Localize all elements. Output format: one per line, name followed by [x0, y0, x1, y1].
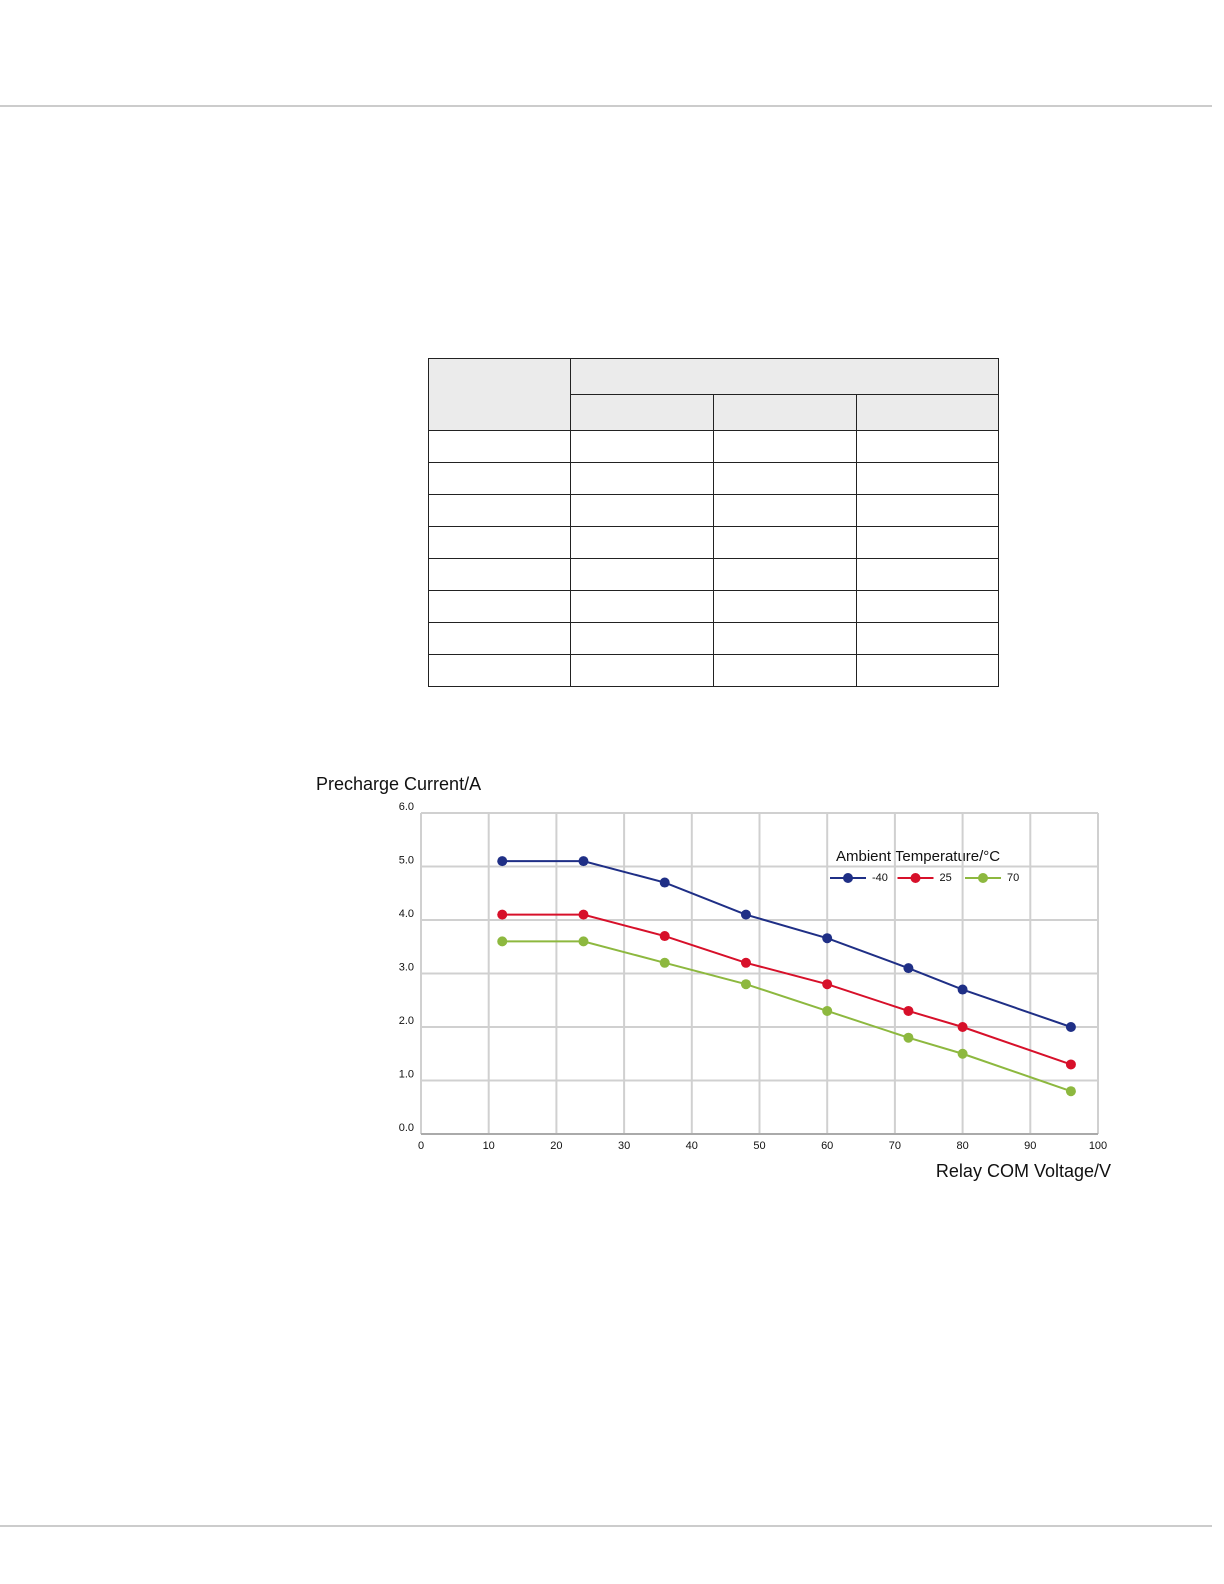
data-point [497, 936, 508, 947]
chart: Precharge Current/A Relay COM Voltage/V … [316, 774, 1111, 1181]
data-point [578, 909, 589, 920]
legend-label: 25 [940, 872, 952, 884]
data-point [903, 963, 914, 974]
legend-title: Ambient Temperature/°C [836, 848, 1000, 865]
data-point [957, 1048, 968, 1059]
x-tick-label: 80 [956, 1140, 968, 1152]
y-tick-label: 3.0 [399, 961, 414, 973]
data-point [659, 957, 670, 968]
data-point [822, 1005, 833, 1016]
data-point [1065, 1059, 1076, 1070]
legend-label: 70 [1007, 872, 1019, 884]
series-line [502, 913, 1072, 1066]
data-point [659, 877, 670, 888]
legend-marker [978, 873, 988, 883]
x-tick-label: 90 [1024, 1140, 1036, 1152]
x-tick-label: 60 [821, 1140, 833, 1152]
data-point [903, 1032, 914, 1043]
data-point [578, 856, 589, 867]
y-tick-label: 1.0 [399, 1068, 414, 1080]
y-tick-label: 5.0 [399, 854, 414, 866]
data-point [740, 979, 751, 990]
x-tick-label: 30 [618, 1140, 630, 1152]
y-tick-label: 0.0 [399, 1122, 414, 1134]
data-point [1065, 1022, 1076, 1032]
series-line [502, 860, 1072, 1028]
data-point [497, 909, 508, 920]
x-tick-label: 70 [889, 1140, 901, 1152]
data-point [740, 909, 751, 920]
x-tick-label: 100 [1089, 1140, 1107, 1152]
legend-marker [910, 873, 921, 883]
x-tick-label: 50 [753, 1140, 765, 1152]
data-point [903, 1005, 914, 1016]
data-point [740, 957, 751, 968]
data-point [659, 931, 670, 942]
x-axis-label: Relay COM Voltage/V [936, 1161, 1111, 1181]
data-point [1065, 1086, 1076, 1097]
y-tick-label: 6.0 [399, 801, 414, 813]
legend-label: -40 [872, 872, 888, 884]
table-border [428, 358, 999, 687]
data-point [822, 979, 833, 990]
data-point [822, 933, 833, 944]
x-tick-label: 10 [483, 1140, 495, 1152]
x-tick-label: 40 [686, 1140, 698, 1152]
data-point [578, 936, 589, 947]
data-point [957, 1022, 968, 1032]
x-tick-label: 0 [418, 1140, 424, 1152]
y-axis-label: Precharge Current/A [316, 774, 481, 794]
x-tick-label: 20 [550, 1140, 562, 1152]
y-tick-label: 2.0 [399, 1015, 414, 1027]
legend-marker [843, 873, 853, 883]
series-line [502, 940, 1072, 1093]
y-tick-label: 4.0 [399, 908, 414, 920]
table [428, 358, 999, 687]
data-point [957, 984, 968, 995]
data-point [497, 856, 508, 867]
